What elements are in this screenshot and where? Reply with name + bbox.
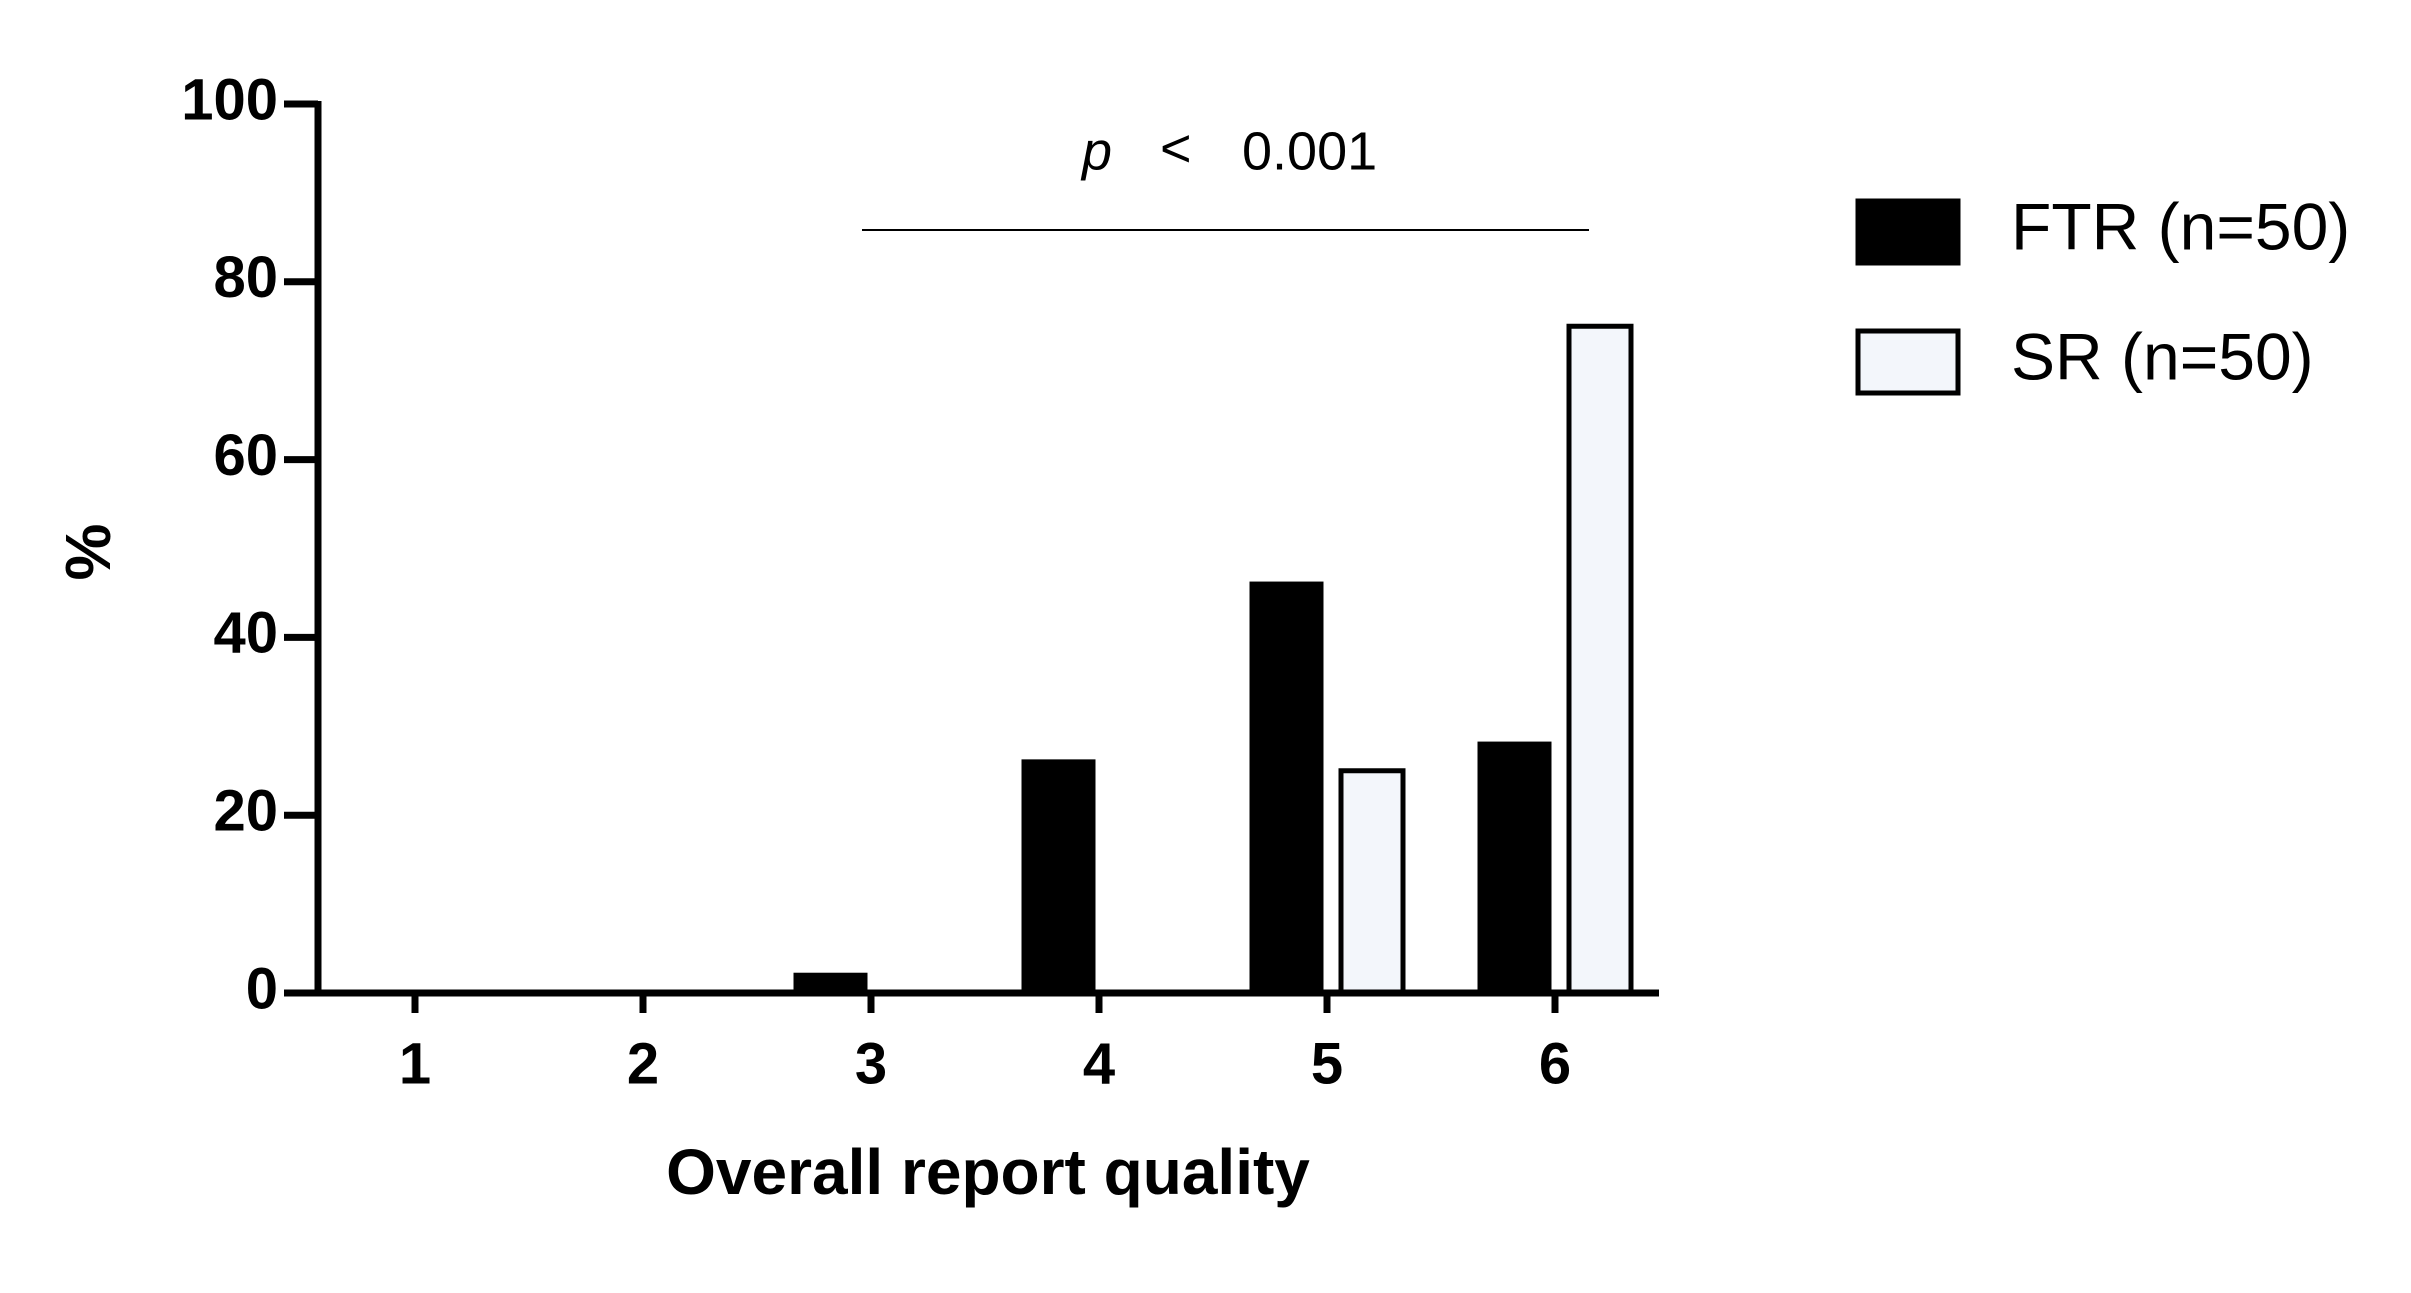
legend-label: SR (n=50) <box>2011 319 2314 393</box>
x-tick-label: 5 <box>1311 1031 1343 1096</box>
x-tick-label: 6 <box>1539 1031 1571 1096</box>
y-axis-title: % <box>52 524 124 581</box>
bar <box>1477 741 1552 996</box>
y-tick-label: 80 <box>213 245 278 310</box>
y-tick-label: 40 <box>213 601 278 666</box>
y-tick-label: 60 <box>213 423 278 488</box>
annotation-operator: < <box>1160 118 1192 178</box>
x-tick-label: 1 <box>399 1031 431 1096</box>
x-tick-label: 2 <box>627 1031 659 1096</box>
x-tick-label: 3 <box>855 1031 887 1096</box>
annotation-symbol: p <box>1080 121 1112 181</box>
x-axis-title: Overall report quality <box>666 1136 1310 1208</box>
bar <box>1249 581 1324 996</box>
bar <box>1021 759 1096 996</box>
y-tick-label: 100 <box>181 67 278 132</box>
x-tick-label: 4 <box>1083 1031 1115 1096</box>
legend-swatch <box>1855 198 1961 266</box>
legend-swatch <box>1855 328 1961 396</box>
bar <box>1338 768 1406 996</box>
y-tick-label: 0 <box>246 956 278 1021</box>
annotation-value: 0.001 <box>1242 121 1377 181</box>
y-tick-label: 20 <box>213 779 278 844</box>
bar <box>1566 323 1634 996</box>
legend-label: FTR (n=50) <box>2011 189 2350 263</box>
